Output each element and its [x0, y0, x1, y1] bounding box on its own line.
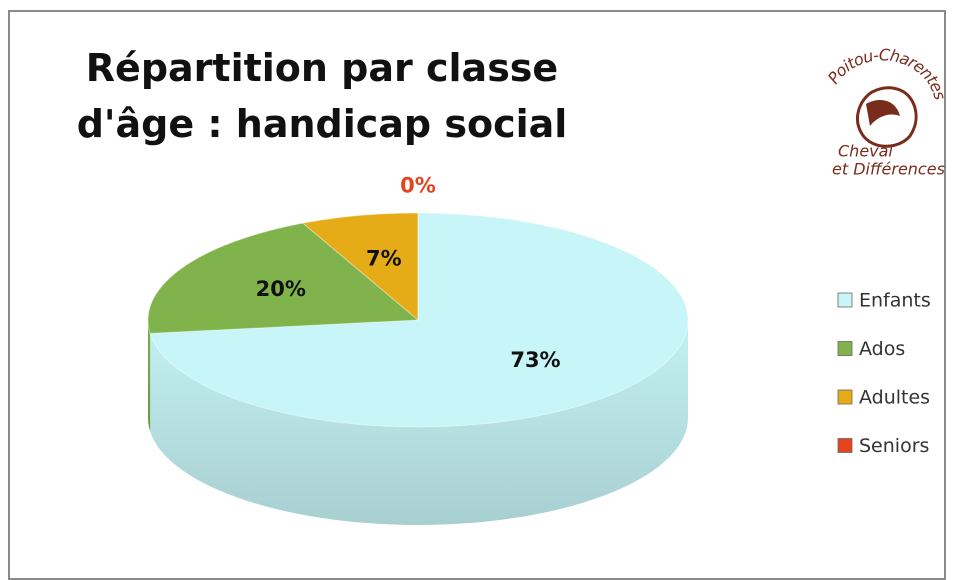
legend-swatch [837, 438, 853, 453]
legend-label: Ados [859, 338, 905, 360]
logo-figure [866, 100, 900, 126]
legend-swatch [837, 341, 853, 356]
legend-label: Adultes [859, 387, 930, 409]
data-label: 20% [256, 277, 306, 301]
logo-line: Cheval [838, 142, 893, 161]
slice [149, 212, 689, 428]
data-label: 0% [400, 173, 436, 197]
legend-swatch [837, 389, 853, 405]
legend-label: Enfants [859, 290, 931, 312]
data-label: 7% [366, 246, 402, 270]
slice [301, 212, 419, 322]
logo-line: et Différences [832, 160, 945, 179]
slice [147, 222, 420, 334]
slice-side-shade [148, 320, 151, 432]
legend-swatch [837, 292, 853, 308]
logo-shape [856, 86, 918, 148]
data-label: 73% [510, 348, 560, 372]
chart-title: Répartition par classe d'âge : handicap … [76, 46, 568, 146]
slice-side-shade [150, 320, 688, 526]
legend-label: Seniors [859, 435, 929, 457]
